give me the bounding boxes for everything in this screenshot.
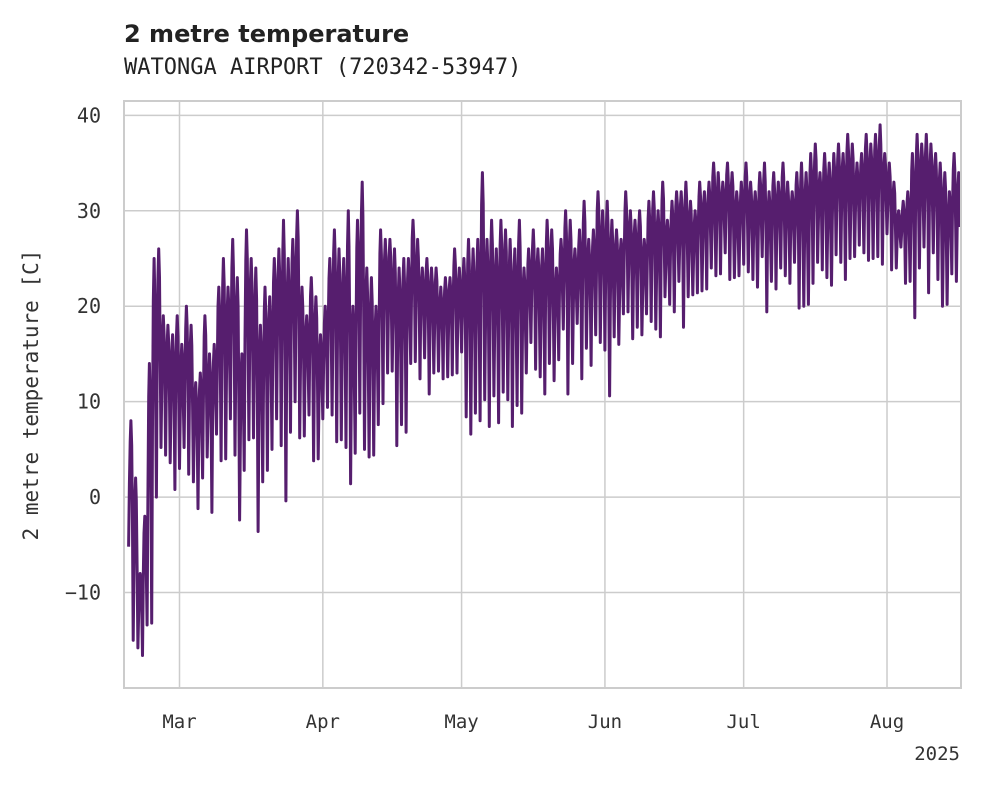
x-year-label: 2025 <box>914 743 960 765</box>
y-axis-label: 2 metre temperature [C] <box>19 250 43 541</box>
y-tick-label: 20 <box>77 294 101 318</box>
y-gridlines <box>124 114 961 594</box>
temperature-series-line <box>127 123 962 657</box>
y-tick-label: 10 <box>77 390 101 414</box>
plot-frame <box>123 100 962 689</box>
chart-title: 2 metre temperature <box>124 20 409 48</box>
chart-subtitle: WATONGA AIRPORT (720342-53947) <box>124 55 521 80</box>
y-tick-label: 0 <box>89 485 101 509</box>
x-tick-label: Mar <box>162 711 196 733</box>
x-tick-label: May <box>444 711 478 733</box>
y-tick-labels: −10 0 10 20 30 40 <box>65 103 101 604</box>
y-tick-label: −10 <box>65 581 101 605</box>
x-tick-label: Jul <box>726 711 760 733</box>
y-tick-label: 40 <box>77 103 101 127</box>
x-tick-label: Apr <box>306 711 340 733</box>
x-tick-label: Aug <box>870 711 904 733</box>
y-tick-label: 30 <box>77 199 101 223</box>
x-tick-label: Jun <box>588 711 622 733</box>
x-tick-labels: Mar Apr May Jun Jul Aug <box>162 711 904 733</box>
